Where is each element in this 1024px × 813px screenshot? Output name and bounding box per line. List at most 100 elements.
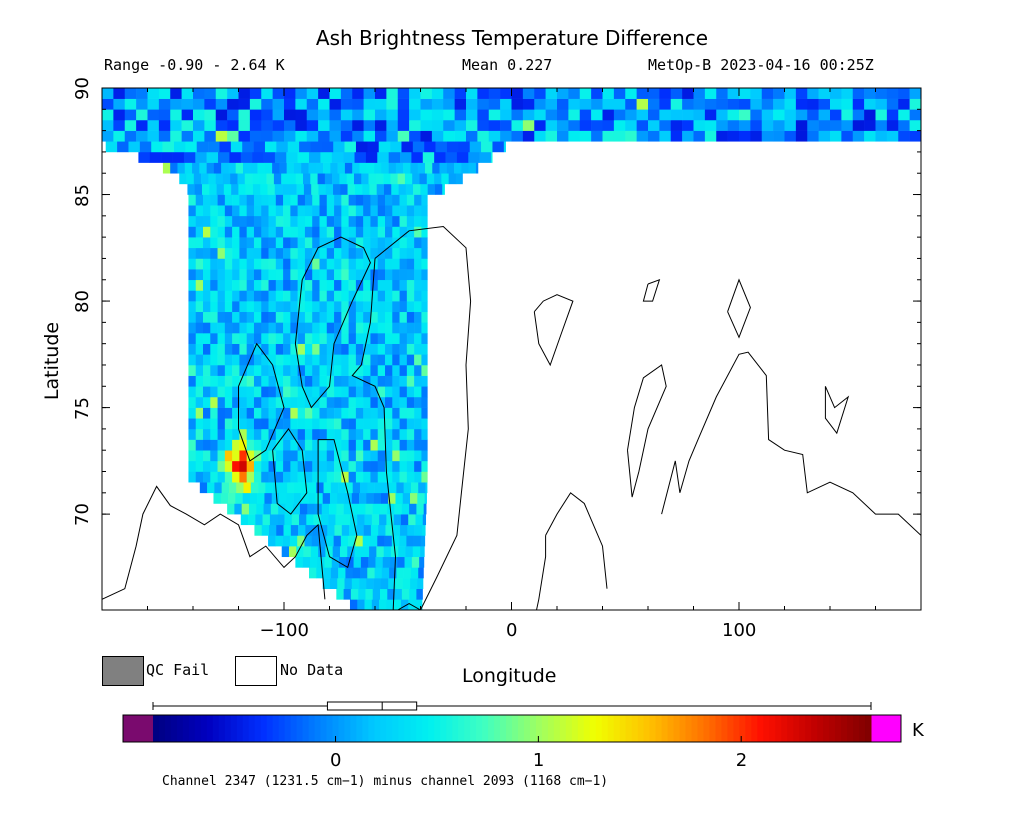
swath-pixel — [232, 215, 240, 227]
swath-pixel — [773, 109, 785, 121]
swath-pixel — [321, 141, 334, 153]
swath-pixel — [210, 247, 218, 259]
swath-pixel — [399, 215, 408, 227]
swath-pixel — [215, 88, 228, 99]
swath-pixel — [648, 109, 660, 121]
swath-pixel — [291, 514, 300, 526]
swath-pixel — [239, 279, 247, 291]
swath-pixel — [270, 503, 279, 515]
colorbar-segment — [494, 715, 501, 742]
swath-pixel — [195, 311, 204, 323]
swath-pixel — [354, 183, 363, 195]
swath-pixel — [355, 364, 364, 376]
swath-pixel — [284, 88, 296, 99]
swath-pixel — [195, 364, 204, 376]
swath-pixel — [239, 450, 247, 462]
swath-pixel — [309, 556, 318, 568]
swath-pixel — [281, 173, 289, 185]
swath-pixel — [297, 428, 306, 440]
swath-pixel — [218, 151, 230, 163]
swath-pixel — [397, 109, 410, 121]
swath-pixel — [170, 109, 182, 121]
swath-pixel — [224, 364, 233, 376]
swath-pixel — [276, 141, 289, 153]
colorbar-segment — [182, 715, 190, 742]
swath-pixel — [319, 418, 328, 430]
swath-pixel — [312, 237, 320, 249]
swath-pixel — [303, 546, 312, 558]
swath-pixel — [406, 279, 415, 291]
swath-pixel — [334, 237, 342, 249]
swath-pixel — [739, 130, 751, 142]
swath-pixel — [374, 482, 383, 494]
swath-pixel — [670, 130, 683, 142]
colorbar-segment — [787, 715, 794, 742]
swath-pixel — [406, 450, 415, 462]
swath-pixel — [420, 535, 426, 547]
swath-pixel — [377, 418, 386, 430]
swath-pixel — [334, 279, 342, 291]
swath-pixel — [272, 130, 285, 142]
swath-pixel — [875, 119, 888, 131]
swath-pixel — [406, 194, 415, 206]
y-tick-label: 90 — [72, 77, 93, 100]
swath-pixel — [841, 130, 854, 142]
coastline — [374, 225, 472, 610]
swath-pixel — [217, 386, 226, 398]
swath-pixel — [370, 290, 379, 302]
colorbar-segment — [284, 715, 292, 742]
swath-pixel — [238, 130, 251, 142]
swath-pixel — [341, 279, 349, 291]
swath-pixel — [188, 375, 197, 387]
swath-pixel — [304, 364, 313, 376]
swath-pixel — [230, 141, 243, 153]
swath-pixel — [348, 471, 357, 483]
swath-pixel — [215, 109, 228, 121]
swath-pixel — [363, 354, 371, 366]
swath-pixel — [421, 226, 428, 238]
swath-pixel — [208, 141, 220, 153]
swath-pixel — [795, 119, 808, 131]
swath-pixel — [348, 226, 357, 238]
swath-pixel — [275, 407, 284, 419]
colorbar-segment — [757, 715, 764, 742]
swath-pixel — [784, 109, 797, 121]
swath-pixel — [377, 151, 389, 163]
swath-pixel — [363, 269, 371, 281]
swath-pixel — [289, 183, 297, 195]
swath-pixel — [399, 269, 408, 281]
swath-pixel — [636, 109, 649, 121]
swath-pixel — [275, 237, 284, 249]
swath-pixel — [522, 130, 535, 142]
swath-pixel — [284, 130, 296, 142]
swath-pixel — [341, 439, 349, 451]
swath-pixel — [375, 173, 384, 185]
swath-pixel — [357, 514, 365, 526]
swath-pixel — [195, 471, 204, 483]
swath-pixel — [475, 162, 479, 174]
swath-pixel — [413, 535, 422, 547]
swath-pixel — [363, 375, 371, 387]
swath-pixel — [290, 386, 298, 398]
swath-pixel — [275, 471, 284, 483]
swath-pixel — [195, 450, 204, 462]
swath-pixel — [427, 183, 436, 195]
swath-pixel — [363, 386, 371, 398]
swath-pixel — [334, 386, 342, 398]
swath-pixel — [334, 354, 342, 366]
swath-pixel — [348, 428, 357, 440]
swath-pixel — [421, 194, 428, 206]
swath-pixel — [239, 301, 247, 313]
swath-pixel — [230, 173, 238, 185]
swath-pixel — [385, 407, 393, 419]
swath-pixel — [363, 450, 371, 462]
swath-pixel — [388, 162, 397, 174]
swath-pixel — [304, 205, 313, 217]
swath-pixel — [253, 205, 262, 217]
swath-pixel — [363, 407, 371, 419]
swath-pixel — [252, 183, 261, 195]
swath-pixel — [217, 301, 226, 313]
swath-pixel — [246, 194, 255, 206]
swath-pixel — [421, 407, 428, 419]
